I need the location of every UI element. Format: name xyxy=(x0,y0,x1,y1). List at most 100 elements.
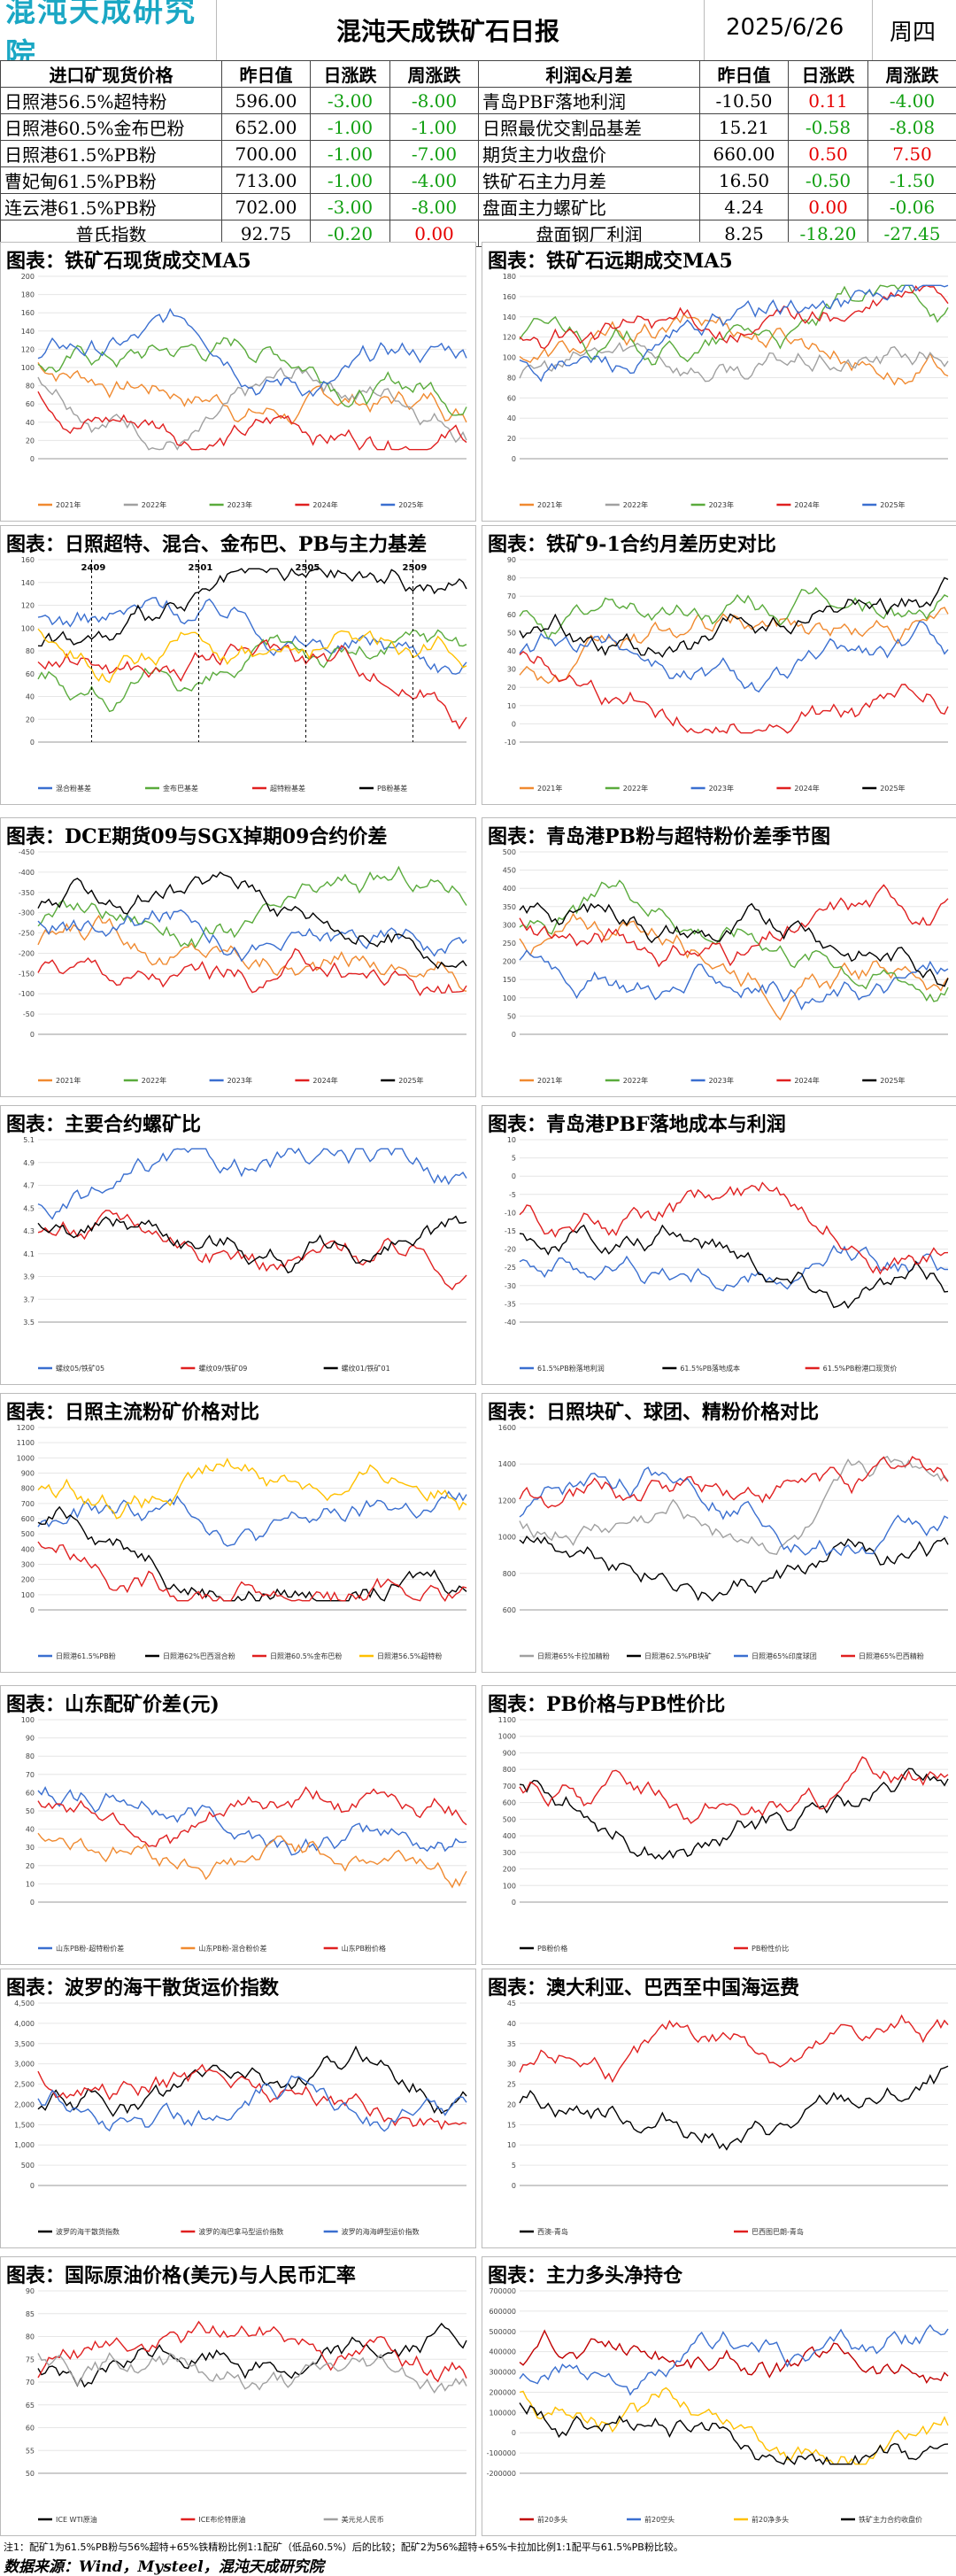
y-tick-label: 160 xyxy=(21,309,35,317)
y-tick-label: 3.5 xyxy=(23,1319,35,1327)
cell-r-val: 15.21 xyxy=(700,114,789,141)
legend-label: PB粉价格 xyxy=(537,1944,567,1953)
y-tick-label: 0 xyxy=(512,2182,516,2190)
cell-l-name: 曹妃甸61.5%PB粉 xyxy=(1,167,222,194)
y-tick-label: 25 xyxy=(507,2081,516,2089)
legend-label: 前20空头 xyxy=(644,2515,675,2524)
y-tick-label: 1000 xyxy=(17,1454,35,1462)
header-spot-day: 日涨跌 xyxy=(311,61,390,88)
report-date: 2025/6/26 xyxy=(726,14,844,41)
y-tick-label: 80 xyxy=(26,2333,35,2341)
y-tick-label: -20 xyxy=(505,1246,516,1254)
y-tick-label: 60 xyxy=(507,611,516,619)
y-tick-label: 300000 xyxy=(489,2369,516,2377)
legend-label: 2024年 xyxy=(794,1076,819,1085)
series-line xyxy=(520,1183,948,1274)
y-tick-label: 70 xyxy=(507,592,516,600)
y-tick-label: -400 xyxy=(19,869,35,877)
y-tick-label: 90 xyxy=(26,1735,35,1743)
cell-l-day: -3.00 xyxy=(311,88,390,114)
legend-label: 2022年 xyxy=(623,1076,648,1085)
legend-label: 日照港60.5%金布巴粉 xyxy=(270,1652,342,1660)
y-tick-label: 100 xyxy=(21,624,35,632)
y-tick-label: 100 xyxy=(21,1591,35,1599)
y-tick-label: 1100 xyxy=(498,1716,516,1724)
legend-label: 2023年 xyxy=(709,1076,734,1085)
legend-label: PB粉基差 xyxy=(377,784,407,793)
series-line xyxy=(520,2015,948,2082)
y-tick-label: 30 xyxy=(26,1844,35,1852)
series-line xyxy=(38,640,466,729)
cell-r-val: 660.00 xyxy=(700,141,789,167)
legend-label: 2022年 xyxy=(142,500,166,509)
y-tick-label: 60 xyxy=(26,1789,35,1797)
y-tick-label: 40 xyxy=(507,414,516,422)
y-tick-label: 35 xyxy=(507,2040,516,2048)
cell-r-name: 铁矿石主力月差 xyxy=(479,167,700,194)
legend-label: 西澳-青岛 xyxy=(537,2227,568,2236)
y-tick-label: 55 xyxy=(26,2447,35,2455)
header-spot-value: 昨日值 xyxy=(222,61,311,88)
y-tick-label: -100 xyxy=(19,990,35,998)
legend-label: 61.5%PB粉港口现货价 xyxy=(823,1364,898,1373)
legend-label: 2023年 xyxy=(227,500,252,509)
legend-label: 2024年 xyxy=(312,1076,337,1085)
legend-label: 日照港61.5%PB粉 xyxy=(56,1652,116,1660)
legend-label: 2025年 xyxy=(880,1076,905,1085)
series-line xyxy=(38,630,466,712)
legend-label: 2024年 xyxy=(794,784,819,793)
y-tick-label: 100 xyxy=(21,364,35,372)
legend-label: 前20多头 xyxy=(537,2515,567,2524)
cell-l-week: -4.00 xyxy=(390,167,479,194)
report-weekday: 周四 xyxy=(890,14,936,47)
y-tick-label: -10 xyxy=(505,739,516,746)
y-tick-label: 60 xyxy=(26,670,35,678)
y-tick-label: 60 xyxy=(507,394,516,402)
y-tick-label: 0 xyxy=(512,1899,516,1907)
legend-label: 2024年 xyxy=(312,500,337,509)
y-tick-label: 4.9 xyxy=(23,1159,35,1167)
cell-r-val: -10.50 xyxy=(700,88,789,114)
legend-label: 2023年 xyxy=(227,1076,252,1085)
series-line xyxy=(38,367,466,450)
y-tick-label: 20 xyxy=(26,716,35,723)
chart-plot: 05001,0001,5002,0002,5003,0003,5004,0004… xyxy=(1,1996,475,2247)
y-tick-label: 5 xyxy=(512,1155,516,1163)
y-tick-label: -30 xyxy=(505,1282,516,1290)
cell-r-day: 0.50 xyxy=(789,141,868,167)
cell-r-day: -0.58 xyxy=(789,114,868,141)
series-line xyxy=(520,2066,948,2149)
header-spot-week: 周涨跌 xyxy=(390,61,479,88)
y-tick-label: -200 xyxy=(19,949,35,957)
y-tick-label: 10 xyxy=(507,1136,516,1144)
y-tick-label: 65 xyxy=(26,2402,35,2410)
legend-label: 2023年 xyxy=(709,784,734,793)
cell-r-val: 4.24 xyxy=(700,194,789,220)
legend-label: 螺纹05/铁矿05 xyxy=(56,1364,104,1373)
cell-r-val: 16.50 xyxy=(700,167,789,194)
y-tick-label: 4.5 xyxy=(23,1204,35,1212)
series-line xyxy=(520,903,948,986)
header-spot-name: 进口矿现货价格 xyxy=(1,61,222,88)
y-tick-label: 400 xyxy=(503,1832,516,1840)
cell-l-val: 596.00 xyxy=(222,88,311,114)
legend-label: 螺纹01/铁矿01 xyxy=(342,1364,390,1373)
chart-plot: 0102030405060708090100山东PB粉-超特粉价差山东PB粉-混… xyxy=(1,1713,475,1964)
y-tick-label: 0 xyxy=(512,2429,516,2437)
y-tick-label: -50 xyxy=(23,1010,35,1018)
y-tick-label: 0 xyxy=(512,1031,516,1039)
cell-r-day: 0.11 xyxy=(789,88,868,114)
